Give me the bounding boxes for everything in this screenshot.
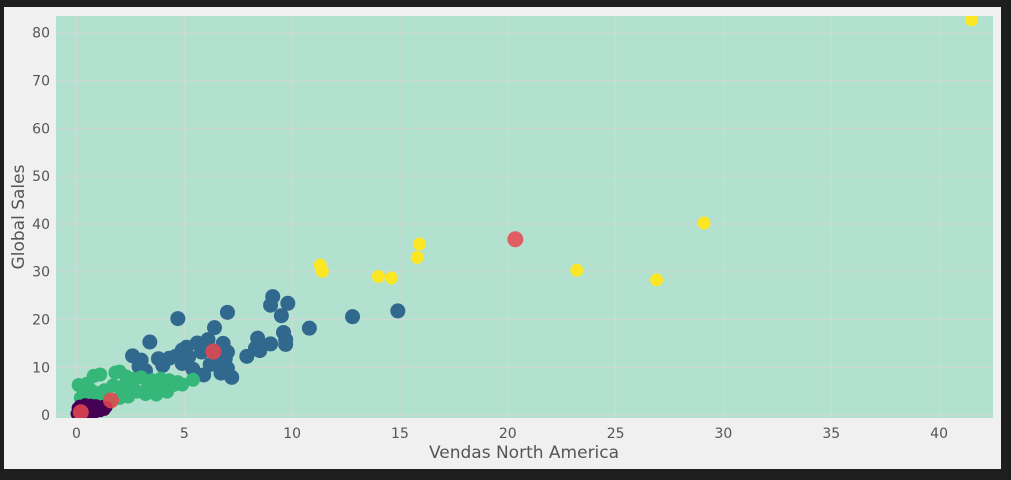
- data-point: [313, 258, 327, 272]
- centroid-marker: [72, 404, 89, 418]
- x-tick-label: 15: [391, 426, 409, 442]
- data-point: [570, 263, 584, 277]
- x-tick-label: 20: [499, 426, 517, 442]
- data-point: [84, 398, 97, 411]
- data-point: [155, 357, 171, 373]
- data-point: [239, 348, 255, 364]
- data-point: [185, 372, 200, 387]
- data-point: [219, 304, 235, 320]
- y-axis-label: Global Sales: [9, 164, 29, 269]
- data-point: [207, 320, 223, 336]
- data-point: [278, 336, 294, 352]
- data-point: [166, 378, 181, 393]
- x-tick-label: 25: [607, 426, 625, 442]
- data-point: [280, 295, 296, 311]
- data-point: [384, 271, 398, 285]
- y-tick-label: 80: [32, 26, 50, 42]
- x-tick-label: 35: [822, 426, 840, 442]
- y-tick-label: 10: [32, 360, 50, 376]
- y-tick-label: 0: [41, 408, 50, 424]
- data-point: [155, 380, 170, 395]
- data-point: [93, 367, 108, 382]
- centroid-marker: [205, 343, 222, 360]
- y-tick-label: 60: [32, 121, 50, 137]
- cluster-0-region: [56, 16, 993, 418]
- x-tick-labels: 0 5 10 15 20 25 30 35 40: [72, 426, 948, 442]
- y-tick-label: 30: [32, 265, 50, 281]
- centroid-marker: [507, 231, 524, 248]
- scatter-chart: 0 5 10 15 20 25 30 35 40 0 10 20 30 40 50 60 70 80 Venda…: [9, 16, 993, 463]
- y-tick-label: 20: [32, 313, 50, 329]
- data-point: [697, 216, 711, 230]
- x-tick-label: 10: [283, 426, 301, 442]
- figure-canvas: 0 5 10 15 20 25 30 35 40 0 10 20 30 40 50 60 70 80 Venda…: [4, 7, 1001, 469]
- data-points: [70, 16, 978, 418]
- data-point: [650, 273, 664, 287]
- decision-regions: [56, 16, 993, 418]
- data-point: [127, 382, 142, 397]
- data-point: [301, 320, 317, 336]
- x-tick-label: 30: [715, 426, 733, 442]
- data-point: [134, 370, 149, 385]
- centroid-marker: [102, 392, 119, 409]
- data-point: [263, 297, 279, 313]
- data-point: [252, 343, 268, 359]
- x-tick-label: 0: [72, 426, 81, 442]
- x-axis-label: Vendas North America: [429, 443, 619, 463]
- data-point: [194, 344, 210, 360]
- y-tick-label: 50: [32, 169, 50, 185]
- data-point: [202, 356, 218, 372]
- data-point: [170, 311, 186, 327]
- x-tick-label: 5: [180, 426, 189, 442]
- data-point: [142, 334, 158, 350]
- y-tick-label: 70: [32, 74, 50, 90]
- y-tick-labels: 0 10 20 30 40 50 60 70 80: [32, 26, 50, 424]
- y-tick-label: 40: [32, 217, 50, 233]
- data-point: [131, 358, 147, 374]
- data-point: [964, 16, 978, 27]
- grid-lines: [56, 16, 993, 418]
- data-point: [371, 270, 385, 284]
- data-point: [84, 383, 99, 398]
- data-point: [345, 309, 361, 325]
- data-point: [410, 250, 424, 264]
- data-point: [181, 349, 197, 365]
- x-tick-label: 40: [930, 426, 948, 442]
- data-point: [263, 336, 279, 352]
- data-point: [273, 308, 289, 324]
- data-point: [412, 237, 426, 251]
- cluster-centroids: [72, 231, 524, 418]
- data-point: [390, 303, 406, 319]
